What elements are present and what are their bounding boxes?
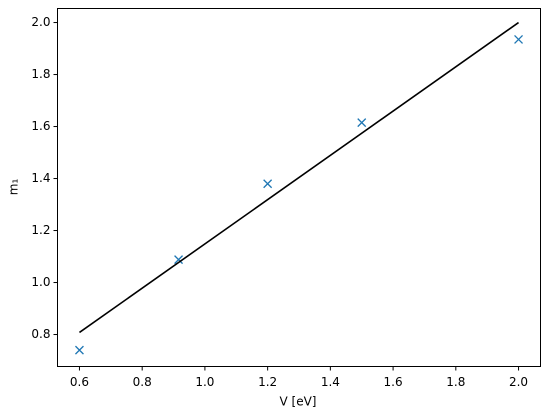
x-tick-label: 0.8 [133,375,152,389]
x-tick-label: 0.6 [70,375,89,389]
plot-frame [57,8,541,367]
y-axis-label: m₁ [7,179,21,196]
scatter-point [514,34,524,44]
y-tick-label: 2.0 [31,15,50,29]
y-tick-label: 1.2 [31,223,50,237]
scatter-point [357,118,367,128]
fit-line [78,21,520,334]
x-tick-label: 1.8 [446,375,465,389]
x-tick-label: 2.0 [509,375,528,389]
x-tick-label: 1.0 [195,375,214,389]
scatter-point [174,255,184,265]
y-tick-label: 0.8 [31,327,50,341]
y-tick-label: 1.0 [31,275,50,289]
y-tick-label: 1.8 [31,67,50,81]
y-tick-label: 1.4 [31,171,50,185]
x-axis-label: V [eV] [280,395,317,409]
y-tick-label: 1.6 [31,119,50,133]
x-tick-label: 1.4 [321,375,340,389]
scatter-point [263,179,273,189]
x-tick-label: 1.2 [258,375,277,389]
x-tick-label: 1.6 [384,375,403,389]
scatter-point [74,345,84,355]
